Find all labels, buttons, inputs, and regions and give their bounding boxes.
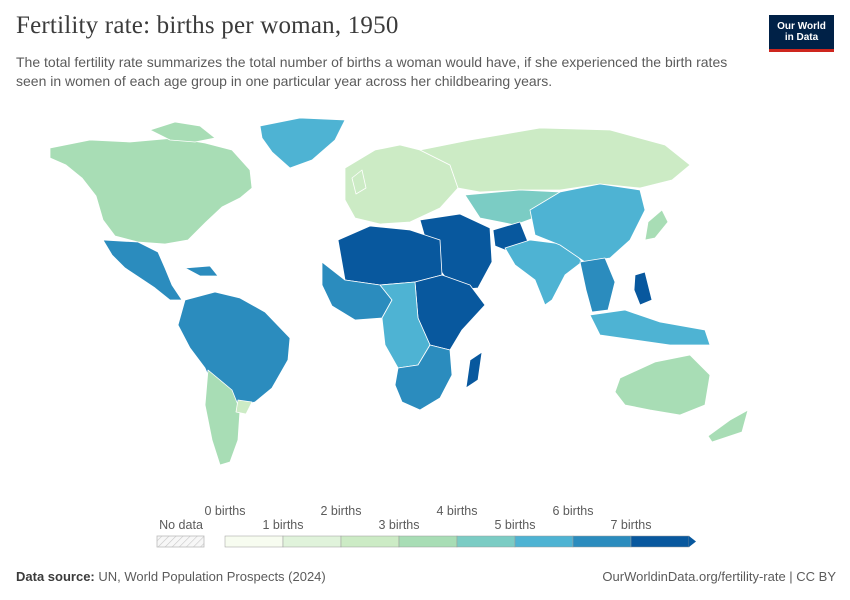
legend-no-data-label: No data (159, 518, 203, 532)
region-southern-africa[interactable] (394, 344, 453, 411)
source-url[interactable]: OurWorldinData.org/fertility-rate | CC B… (602, 569, 836, 584)
region-southeast-asia[interactable] (579, 257, 616, 313)
source-text: UN, World Population Prospects (2024) (98, 569, 326, 584)
region-china[interactable] (529, 183, 646, 263)
region-australia[interactable] (614, 354, 711, 416)
region-indonesia[interactable] (589, 309, 711, 346)
region-argentina[interactable] (204, 369, 241, 466)
region-new-zealand[interactable] (707, 409, 749, 443)
legend-tick-label: 1 births (263, 518, 304, 532)
legend-bin-4[interactable] (456, 535, 516, 548)
data-source: Data source: UN, World Population Prospe… (16, 569, 326, 584)
legend-bin-3[interactable] (398, 535, 458, 548)
region-south-asia[interactable] (504, 239, 583, 306)
region-south-america[interactable] (177, 291, 291, 409)
region-mexico-central-america[interactable] (102, 239, 183, 301)
legend-tick-label: 7 births (611, 518, 652, 532)
logo-line-1: Our World (777, 21, 826, 32)
region-uk[interactable] (351, 169, 367, 195)
owid-logo[interactable]: Our World in Data (769, 15, 834, 52)
source-label: Data source: (16, 569, 95, 584)
region-russia[interactable] (419, 127, 691, 193)
world-map (49, 117, 749, 466)
region-north-america[interactable] (49, 137, 253, 245)
legend-bin-7[interactable] (630, 535, 690, 548)
legend-arrow (689, 536, 696, 547)
region-uruguay[interactable] (235, 399, 253, 415)
legend-tick-label: 2 births (321, 504, 362, 518)
legend-tick-label: 0 births (205, 504, 246, 518)
region-caribbean[interactable] (184, 265, 219, 277)
region-philippines[interactable] (633, 271, 653, 306)
legend-no-data-swatch (156, 535, 205, 548)
region-north-america-islands[interactable] (149, 121, 216, 143)
region-japan[interactable] (644, 209, 669, 241)
region-greenland[interactable] (259, 117, 346, 169)
chart-subtitle: The total fertility rate summarizes the … (16, 54, 728, 89)
region-europe[interactable] (344, 144, 459, 225)
map-legend: No data 0 births 2 births 4 births 6 births… (156, 504, 696, 548)
legend-tick-label: 5 births (495, 518, 536, 532)
legend-tick-label: 4 births (437, 504, 478, 518)
legend-bin-5[interactable] (514, 535, 574, 548)
legend-bin-2[interactable] (340, 535, 400, 548)
legend-bin-0[interactable] (224, 535, 284, 548)
region-madagascar[interactable] (465, 351, 483, 389)
legend-bin-1[interactable] (282, 535, 342, 548)
legend-bin-6[interactable] (572, 535, 632, 548)
legend-tick-label: 3 births (379, 518, 420, 532)
chart-title: Fertility rate: births per woman, 1950 (16, 12, 399, 39)
logo-line-2: in Data (784, 32, 819, 43)
legend-tick-label: 6 births (553, 504, 594, 518)
